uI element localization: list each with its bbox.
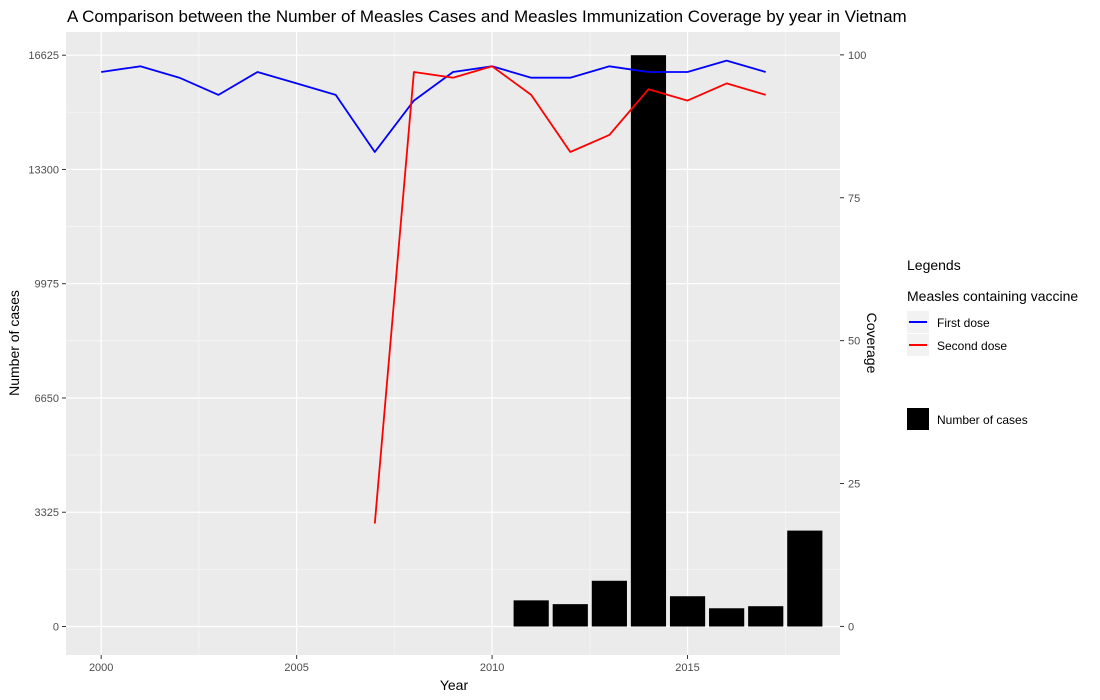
bars <box>513 55 823 627</box>
right-tick-label: 0 <box>848 621 854 633</box>
legend-label-number-of-cases: Number of cases <box>937 413 1028 427</box>
bar-2018 <box>787 530 823 627</box>
grid <box>66 32 840 655</box>
chart-title: A Comparison between the Number of Measl… <box>67 7 907 26</box>
legend-heading: Legends <box>907 257 961 273</box>
right-axis: 0 25 50 75 100 <box>840 50 866 633</box>
right-tick-label: 75 <box>848 193 860 205</box>
left-axis-title: Number of cases <box>6 290 22 396</box>
x-tick-label: 2015 <box>675 662 699 674</box>
legend-key-number-of-cases <box>907 408 929 430</box>
x-tick-label: 2010 <box>480 662 504 674</box>
bar-2011 <box>513 600 549 627</box>
left-tick-label: 3325 <box>35 507 59 519</box>
bar-2014 <box>630 55 667 627</box>
legend: Legends Measles containing vaccine First… <box>907 257 1078 430</box>
left-tick-label: 13300 <box>28 164 59 176</box>
x-tick-label: 2000 <box>89 662 113 674</box>
plot-panel <box>66 32 840 655</box>
left-axis: 0 3325 6650 9975 13300 16625 <box>28 50 66 633</box>
bar-2015 <box>669 596 706 627</box>
right-tick-label: 25 <box>848 479 860 491</box>
right-tick-label: 100 <box>848 50 866 62</box>
bar-2016 <box>709 608 745 627</box>
left-tick-label: 6650 <box>35 393 59 405</box>
x-tick-label: 2005 <box>284 662 308 674</box>
left-tick-label: 0 <box>53 621 59 633</box>
left-tick-label: 9975 <box>35 279 59 291</box>
series-line-second-dose <box>373 65 766 524</box>
series-line-first-dose <box>101 59 766 153</box>
x-axis: 2000 2005 2010 2015 <box>89 655 700 674</box>
bar-2017 <box>748 606 784 627</box>
x-axis-title: Year <box>440 677 469 693</box>
legend-group-title: Measles containing vaccine <box>907 288 1078 304</box>
bar-2013 <box>591 580 627 627</box>
left-tick-label: 16625 <box>28 50 59 62</box>
right-axis-title: Coverage <box>864 313 880 374</box>
bar-2012 <box>552 604 588 627</box>
series-lines <box>101 59 766 524</box>
legend-label-first-dose: First dose <box>937 316 990 330</box>
right-tick-label: 50 <box>848 336 860 348</box>
legend-label-second-dose: Second dose <box>937 339 1007 353</box>
